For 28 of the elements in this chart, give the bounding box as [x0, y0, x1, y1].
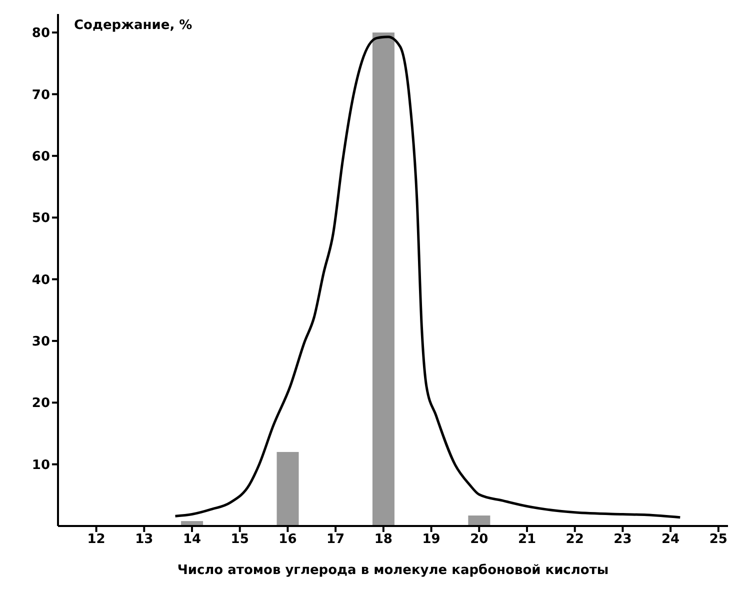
bar: [372, 32, 394, 526]
y-tick-label: 70: [32, 88, 50, 103]
x-tick-label: 15: [230, 532, 249, 548]
x-tick-label: 16: [278, 532, 297, 548]
line-series: [174, 36, 682, 519]
x-tick-label: 20: [470, 532, 488, 548]
x-tick-label: 19: [422, 532, 440, 548]
x-axis-title: Число атомов углерода в молекуле карбоновой кислоты: [177, 563, 609, 578]
y-tick-label: 20: [32, 396, 50, 412]
x-tick-label: 18: [374, 532, 392, 548]
x-tick-label: 22: [566, 532, 584, 548]
x-tick-label: 17: [326, 532, 345, 548]
x-tick-label: 25: [709, 532, 728, 548]
y-tick-label: 40: [32, 272, 50, 288]
x-tick-label: 24: [662, 532, 680, 548]
x-tick-label: 13: [135, 532, 154, 548]
y-tick-label: 50: [32, 211, 50, 226]
bar: [468, 516, 490, 526]
bar: [276, 452, 299, 526]
x-tick-label: 21: [518, 532, 536, 548]
x-tick-label: 23: [614, 532, 632, 548]
y-tick-label: 80: [32, 26, 50, 42]
y-tick-label: 60: [32, 149, 50, 164]
x-tick-label: 12: [87, 532, 106, 548]
y-axis-title: Содержание, %: [74, 18, 192, 33]
y-tick-label: 30: [32, 334, 50, 350]
y-tick-label: 10: [32, 458, 50, 473]
x-tick-label: 14: [182, 532, 202, 548]
